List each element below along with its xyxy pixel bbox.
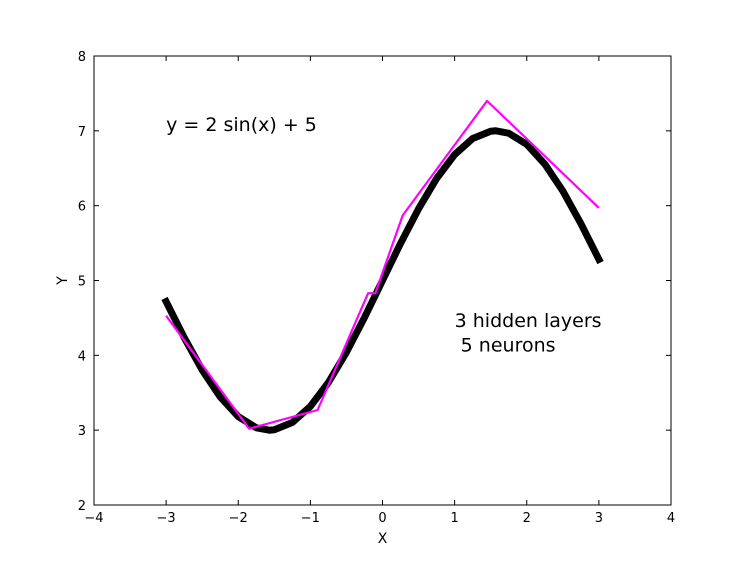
- x-tick-label: 4: [667, 511, 675, 526]
- y-tick-label: 2: [78, 499, 86, 514]
- y-tick-label: 3: [78, 424, 86, 439]
- x-tick-label: −3: [157, 511, 176, 526]
- annotation-text: 3 hidden layers: [455, 310, 602, 332]
- x-axis-label: X: [378, 531, 388, 547]
- labels: −4 −3 −2 −1 0 1 2 3 4 2 3 4 5 6 7 8 X Yy = 2 sin(x) + 5 3 …: [55, 50, 675, 547]
- y-tick-label: 6: [78, 200, 86, 215]
- x-tick-label: 1: [450, 511, 458, 526]
- series-line-network: [165, 99, 600, 430]
- y-axis-label: Y: [55, 276, 71, 286]
- x-tick-label: 2: [523, 511, 531, 526]
- y-tick-label: 4: [78, 349, 86, 364]
- annotation-text: 5 neurons: [455, 335, 556, 357]
- x-tick-label: −1: [301, 511, 320, 526]
- x-tick-label: −4: [84, 511, 103, 526]
- y-tick-label: 5: [78, 275, 86, 290]
- series-group: [161, 99, 604, 434]
- y-tick-label: 8: [78, 50, 86, 65]
- x-tick-label: −2: [229, 511, 248, 526]
- annotation-text: y = 2 sin(x) + 5: [166, 114, 317, 136]
- y-tick-label: 7: [78, 125, 86, 140]
- x-tick-label: 3: [595, 511, 603, 526]
- ticks: [93, 55, 672, 506]
- x-tick-label: 0: [378, 511, 386, 526]
